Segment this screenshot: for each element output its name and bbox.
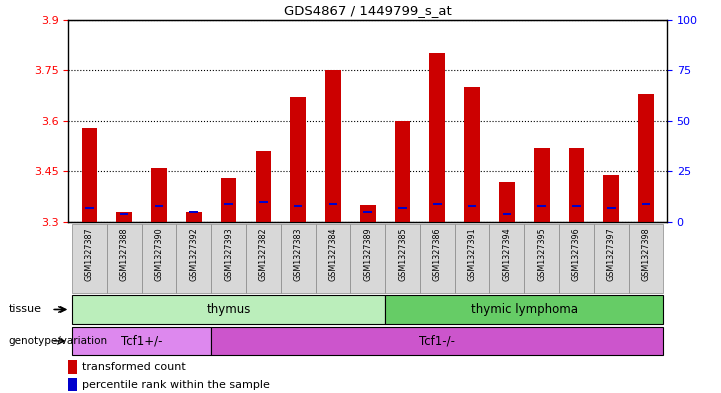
Text: GSM1327386: GSM1327386 <box>433 228 442 281</box>
Bar <box>464 87 480 222</box>
Bar <box>455 224 490 293</box>
Bar <box>360 205 376 222</box>
Bar <box>350 224 385 293</box>
Bar <box>246 224 280 293</box>
Bar <box>537 205 546 207</box>
Bar <box>572 205 581 207</box>
Text: GSM1327385: GSM1327385 <box>398 228 407 281</box>
Bar <box>280 224 316 293</box>
Text: GSM1327390: GSM1327390 <box>154 228 164 281</box>
Text: transformed count: transformed count <box>81 362 185 372</box>
Text: GSM1327387: GSM1327387 <box>85 228 94 281</box>
Bar <box>398 207 407 209</box>
Bar <box>186 212 202 222</box>
Bar <box>141 224 177 293</box>
Bar <box>190 211 198 213</box>
Bar <box>503 213 511 215</box>
Bar <box>607 207 616 209</box>
Bar <box>642 203 650 205</box>
Bar <box>294 205 302 207</box>
Text: GSM1327393: GSM1327393 <box>224 228 233 281</box>
Bar <box>490 224 524 293</box>
Title: GDS4867 / 1449799_s_at: GDS4867 / 1449799_s_at <box>284 4 451 17</box>
Bar <box>385 296 663 324</box>
Bar <box>325 70 341 222</box>
Text: GSM1327389: GSM1327389 <box>363 228 372 281</box>
Bar <box>68 360 76 373</box>
Bar <box>594 224 629 293</box>
Bar <box>468 205 477 207</box>
Bar <box>72 296 385 324</box>
Bar <box>291 97 306 222</box>
Bar <box>524 224 559 293</box>
Text: GSM1327398: GSM1327398 <box>642 228 650 281</box>
Bar <box>629 224 663 293</box>
Text: Tcf1+/-: Tcf1+/- <box>121 334 162 347</box>
Bar <box>394 121 410 222</box>
Text: Tcf1-/-: Tcf1-/- <box>420 334 455 347</box>
Bar <box>316 224 350 293</box>
Text: GSM1327395: GSM1327395 <box>537 228 547 281</box>
Text: GSM1327388: GSM1327388 <box>120 228 128 281</box>
Bar <box>72 327 211 355</box>
Text: GSM1327384: GSM1327384 <box>329 228 337 281</box>
Bar <box>107 224 141 293</box>
Bar <box>420 224 455 293</box>
Bar <box>255 151 271 222</box>
Bar <box>329 203 337 205</box>
Bar <box>430 53 445 222</box>
Text: GSM1327392: GSM1327392 <box>189 228 198 281</box>
Bar <box>559 224 594 293</box>
Bar <box>259 201 267 203</box>
Bar <box>499 182 515 222</box>
Bar <box>116 212 132 222</box>
Bar <box>211 224 246 293</box>
Bar <box>85 207 94 209</box>
Bar <box>72 224 107 293</box>
Bar <box>68 378 76 391</box>
Text: GSM1327391: GSM1327391 <box>468 228 477 281</box>
Bar <box>638 94 654 222</box>
Text: percentile rank within the sample: percentile rank within the sample <box>81 380 270 389</box>
Text: genotype/variation: genotype/variation <box>9 336 107 346</box>
Bar <box>534 148 549 222</box>
Text: GSM1327383: GSM1327383 <box>293 228 303 281</box>
Text: thymus: thymus <box>206 303 251 316</box>
Bar <box>224 203 233 205</box>
Bar <box>603 175 619 222</box>
Bar <box>569 148 584 222</box>
Bar <box>81 128 97 222</box>
Bar <box>221 178 236 222</box>
Bar <box>151 168 167 222</box>
Bar <box>211 327 663 355</box>
Text: GSM1327382: GSM1327382 <box>259 228 267 281</box>
Bar <box>363 211 372 213</box>
Bar <box>433 203 441 205</box>
Bar <box>120 213 128 215</box>
Text: GSM1327396: GSM1327396 <box>572 228 581 281</box>
Text: GSM1327394: GSM1327394 <box>503 228 511 281</box>
Text: tissue: tissue <box>9 305 42 314</box>
Text: GSM1327397: GSM1327397 <box>607 228 616 281</box>
Text: thymic lymphoma: thymic lymphoma <box>471 303 578 316</box>
Bar <box>154 205 163 207</box>
Bar <box>177 224 211 293</box>
Bar <box>385 224 420 293</box>
